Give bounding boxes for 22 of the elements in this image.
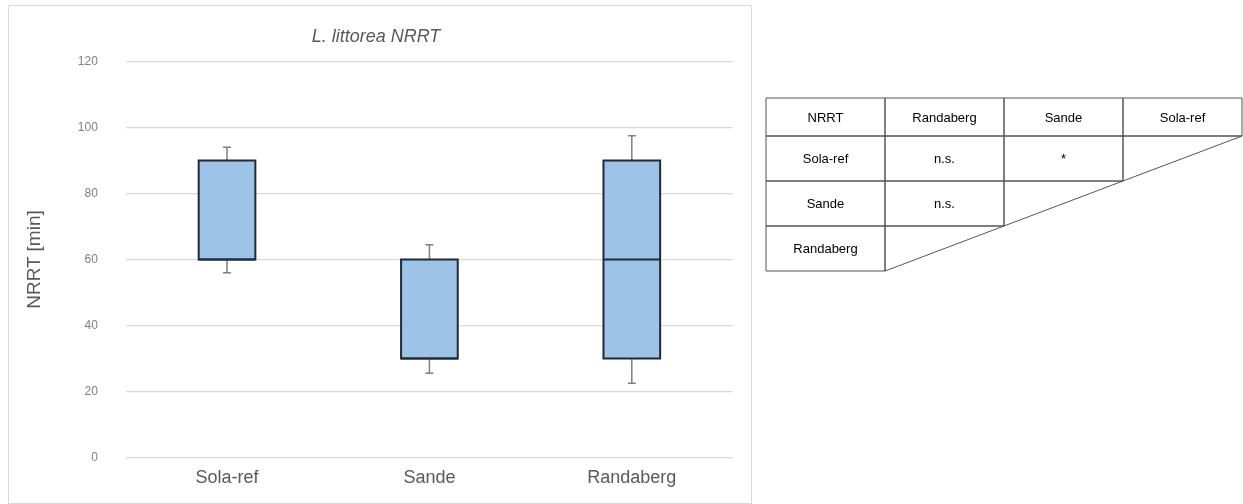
y-tick-label: 0 xyxy=(91,449,99,464)
text: n.s. xyxy=(934,196,955,211)
text: NRRT xyxy=(807,109,844,125)
category-label: Sola-ref xyxy=(802,151,849,166)
y-axis-title: NRRT [min] xyxy=(22,210,44,309)
y-tick-label: 40 xyxy=(84,317,99,332)
category-label: Sande xyxy=(806,196,845,211)
y-tick-label: 100 xyxy=(77,119,99,134)
text: n.s. xyxy=(934,151,955,166)
text: * xyxy=(1060,151,1067,166)
x-tick-label: Sola-ref xyxy=(195,467,260,488)
y-tick-label: 20 xyxy=(84,383,99,398)
category-label: Sola-ref xyxy=(1159,109,1206,125)
y-tick-label: 80 xyxy=(84,185,99,200)
category-label: Randaberg xyxy=(793,241,858,256)
chart-title: L. littorea NRRT xyxy=(311,25,443,46)
category-label: Sande xyxy=(1044,109,1083,125)
y-tick-label: 60 xyxy=(84,251,99,266)
category-label: Randaberg xyxy=(912,109,977,125)
x-tick-label: Randaberg xyxy=(587,467,677,488)
x-tick-label: Sande xyxy=(403,467,456,488)
y-tick-label: 120 xyxy=(77,53,99,68)
